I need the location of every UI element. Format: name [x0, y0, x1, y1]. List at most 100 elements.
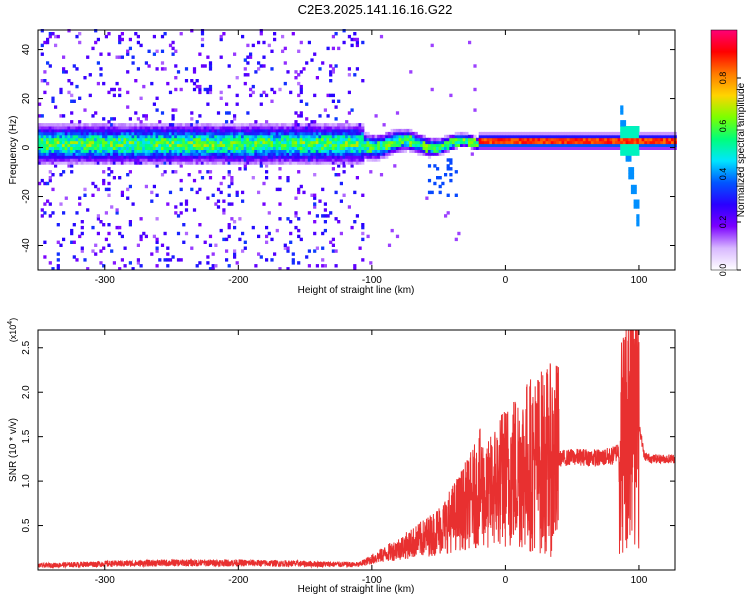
- spectrogram-cell: [358, 158, 362, 162]
- spectrogram-cell: [91, 193, 95, 197]
- spectrogram-cell: [139, 155, 143, 159]
- spectrogram-cell: [326, 134, 330, 139]
- spectrogram-cell: [51, 32, 55, 36]
- spectrogram-cell: [534, 131, 538, 136]
- spectrogram-cell: [259, 134, 263, 139]
- spectrogram-cell: [265, 176, 269, 180]
- spectrogram-cell: [339, 134, 343, 139]
- spectrogram-cell: [222, 199, 226, 203]
- spectrogram-x-axis: -300 -200 -100 0 100: [95, 30, 648, 286]
- spectrogram-cell: [144, 140, 148, 145]
- spectrogram-cell: [353, 126, 357, 130]
- spectrogram-cell: [577, 134, 581, 139]
- spectrogram-cell: [299, 158, 303, 162]
- spectrogram-cell: [510, 140, 514, 145]
- spectrogram-cell: [353, 190, 357, 195]
- spectrogram-cell: [353, 146, 357, 150]
- spectrogram-cell: [211, 140, 215, 145]
- spectrogram-cell: [174, 152, 178, 156]
- spectrogram-cell: [566, 140, 570, 145]
- spectrogram-cell: [198, 170, 202, 174]
- spectrogram-cell: [414, 140, 418, 145]
- spectrogram-cell: [102, 81, 106, 86]
- spectrogram-cell: [406, 143, 410, 147]
- spectrogram-cell: [163, 155, 167, 159]
- spectrogram-cell: [51, 123, 55, 127]
- spectrogram-cell: [286, 128, 290, 133]
- spectrogram-cell: [155, 240, 159, 244]
- spectrogram-cell: [510, 131, 514, 136]
- spectrogram-cell: [291, 123, 295, 127]
- colorbar: 0.00.20.40.60.8 Normalized spectral ampl…: [710, 29, 747, 276]
- spectrogram-cell: [315, 140, 319, 145]
- spectrogram-cell: [297, 149, 301, 153]
- spectrogram-cell: [630, 187, 635, 192]
- spectrogram-cell: [110, 123, 114, 127]
- spectrogram-cell: [230, 176, 234, 180]
- spectrogram-cell: [502, 137, 506, 142]
- spectrogram-cell: [187, 137, 191, 142]
- spectrogram-cell: [302, 131, 306, 136]
- spectrogram-cell: [99, 131, 103, 136]
- spectrogram-cell: [569, 140, 573, 145]
- spectrogram-cell: [179, 149, 183, 153]
- spectrogram-cell: [72, 99, 76, 103]
- spectrogram-cell: [219, 143, 223, 147]
- spectrogram-cell: [184, 123, 189, 127]
- spectrogram-cell: [604, 137, 608, 142]
- spectrogram-cell: [411, 149, 416, 153]
- spectrogram-cell: [297, 158, 301, 162]
- spectrogram-cell: [273, 134, 277, 139]
- spectrogram-cell: [321, 140, 325, 145]
- spectrogram-cell: [369, 155, 373, 159]
- spectrogram-cell: [628, 143, 632, 147]
- spectrogram-cell: [417, 143, 421, 147]
- spectrogram-cell: [259, 131, 263, 136]
- spectrogram-cell: [318, 155, 322, 159]
- spectrogram-cell: [436, 140, 440, 145]
- spectrogram-cell: [59, 146, 63, 150]
- x-tick-label: -300: [95, 275, 115, 286]
- spectrogram-cell: [310, 152, 314, 156]
- spectrogram-cell: [136, 126, 140, 130]
- spectrogram-cell: [243, 131, 247, 136]
- spectrogram-cell: [54, 123, 58, 127]
- spectrogram-cell: [291, 128, 295, 133]
- spectrogram-cell: [457, 231, 461, 236]
- spectrogram-cell: [43, 140, 47, 145]
- spectrogram-cell: [54, 164, 58, 168]
- spectrogram-cell: [238, 149, 242, 153]
- spectrogram-cell: [160, 161, 165, 165]
- spectrogram-cell: [195, 149, 199, 153]
- spectrogram-cell: [265, 123, 269, 127]
- spectrogram-cell: [508, 134, 512, 139]
- spectrogram-cell: [257, 155, 261, 159]
- spectrogram-cell: [313, 123, 317, 127]
- spectrogram-cell: [126, 123, 130, 127]
- spectrogram-cell: [556, 143, 560, 147]
- spectrogram-cell: [123, 134, 127, 139]
- spectrogram-cell: [334, 152, 338, 156]
- spectrogram-cell: [147, 155, 151, 159]
- spectrogram-cell: [366, 146, 370, 150]
- spectrogram-cell: [393, 149, 397, 153]
- spectrogram-cell: [347, 123, 351, 127]
- spectrogram-cell: [72, 146, 76, 150]
- spectrogram-cell: [195, 143, 199, 147]
- spectrogram-cell: [118, 231, 122, 236]
- spectrogram-cell: [241, 231, 245, 236]
- spectrogram-cell: [230, 128, 234, 133]
- spectrogram-cell: [184, 199, 189, 203]
- spectrogram-x-label: Height of straight line (km): [298, 285, 415, 296]
- spectrogram-cell: [638, 134, 643, 139]
- spectrogram-cell: [647, 137, 651, 142]
- spectrogram-cell: [259, 161, 263, 165]
- spectrogram-cell: [222, 176, 226, 180]
- spectrogram-cell: [267, 134, 271, 139]
- spectrogram-cell: [243, 240, 247, 244]
- spectrogram-cell: [200, 176, 205, 180]
- spectrogram-cell: [166, 126, 170, 130]
- spectrogram-cell: [671, 134, 675, 139]
- spectrogram-cell: [233, 152, 237, 156]
- spectrogram-cell: [142, 155, 146, 159]
